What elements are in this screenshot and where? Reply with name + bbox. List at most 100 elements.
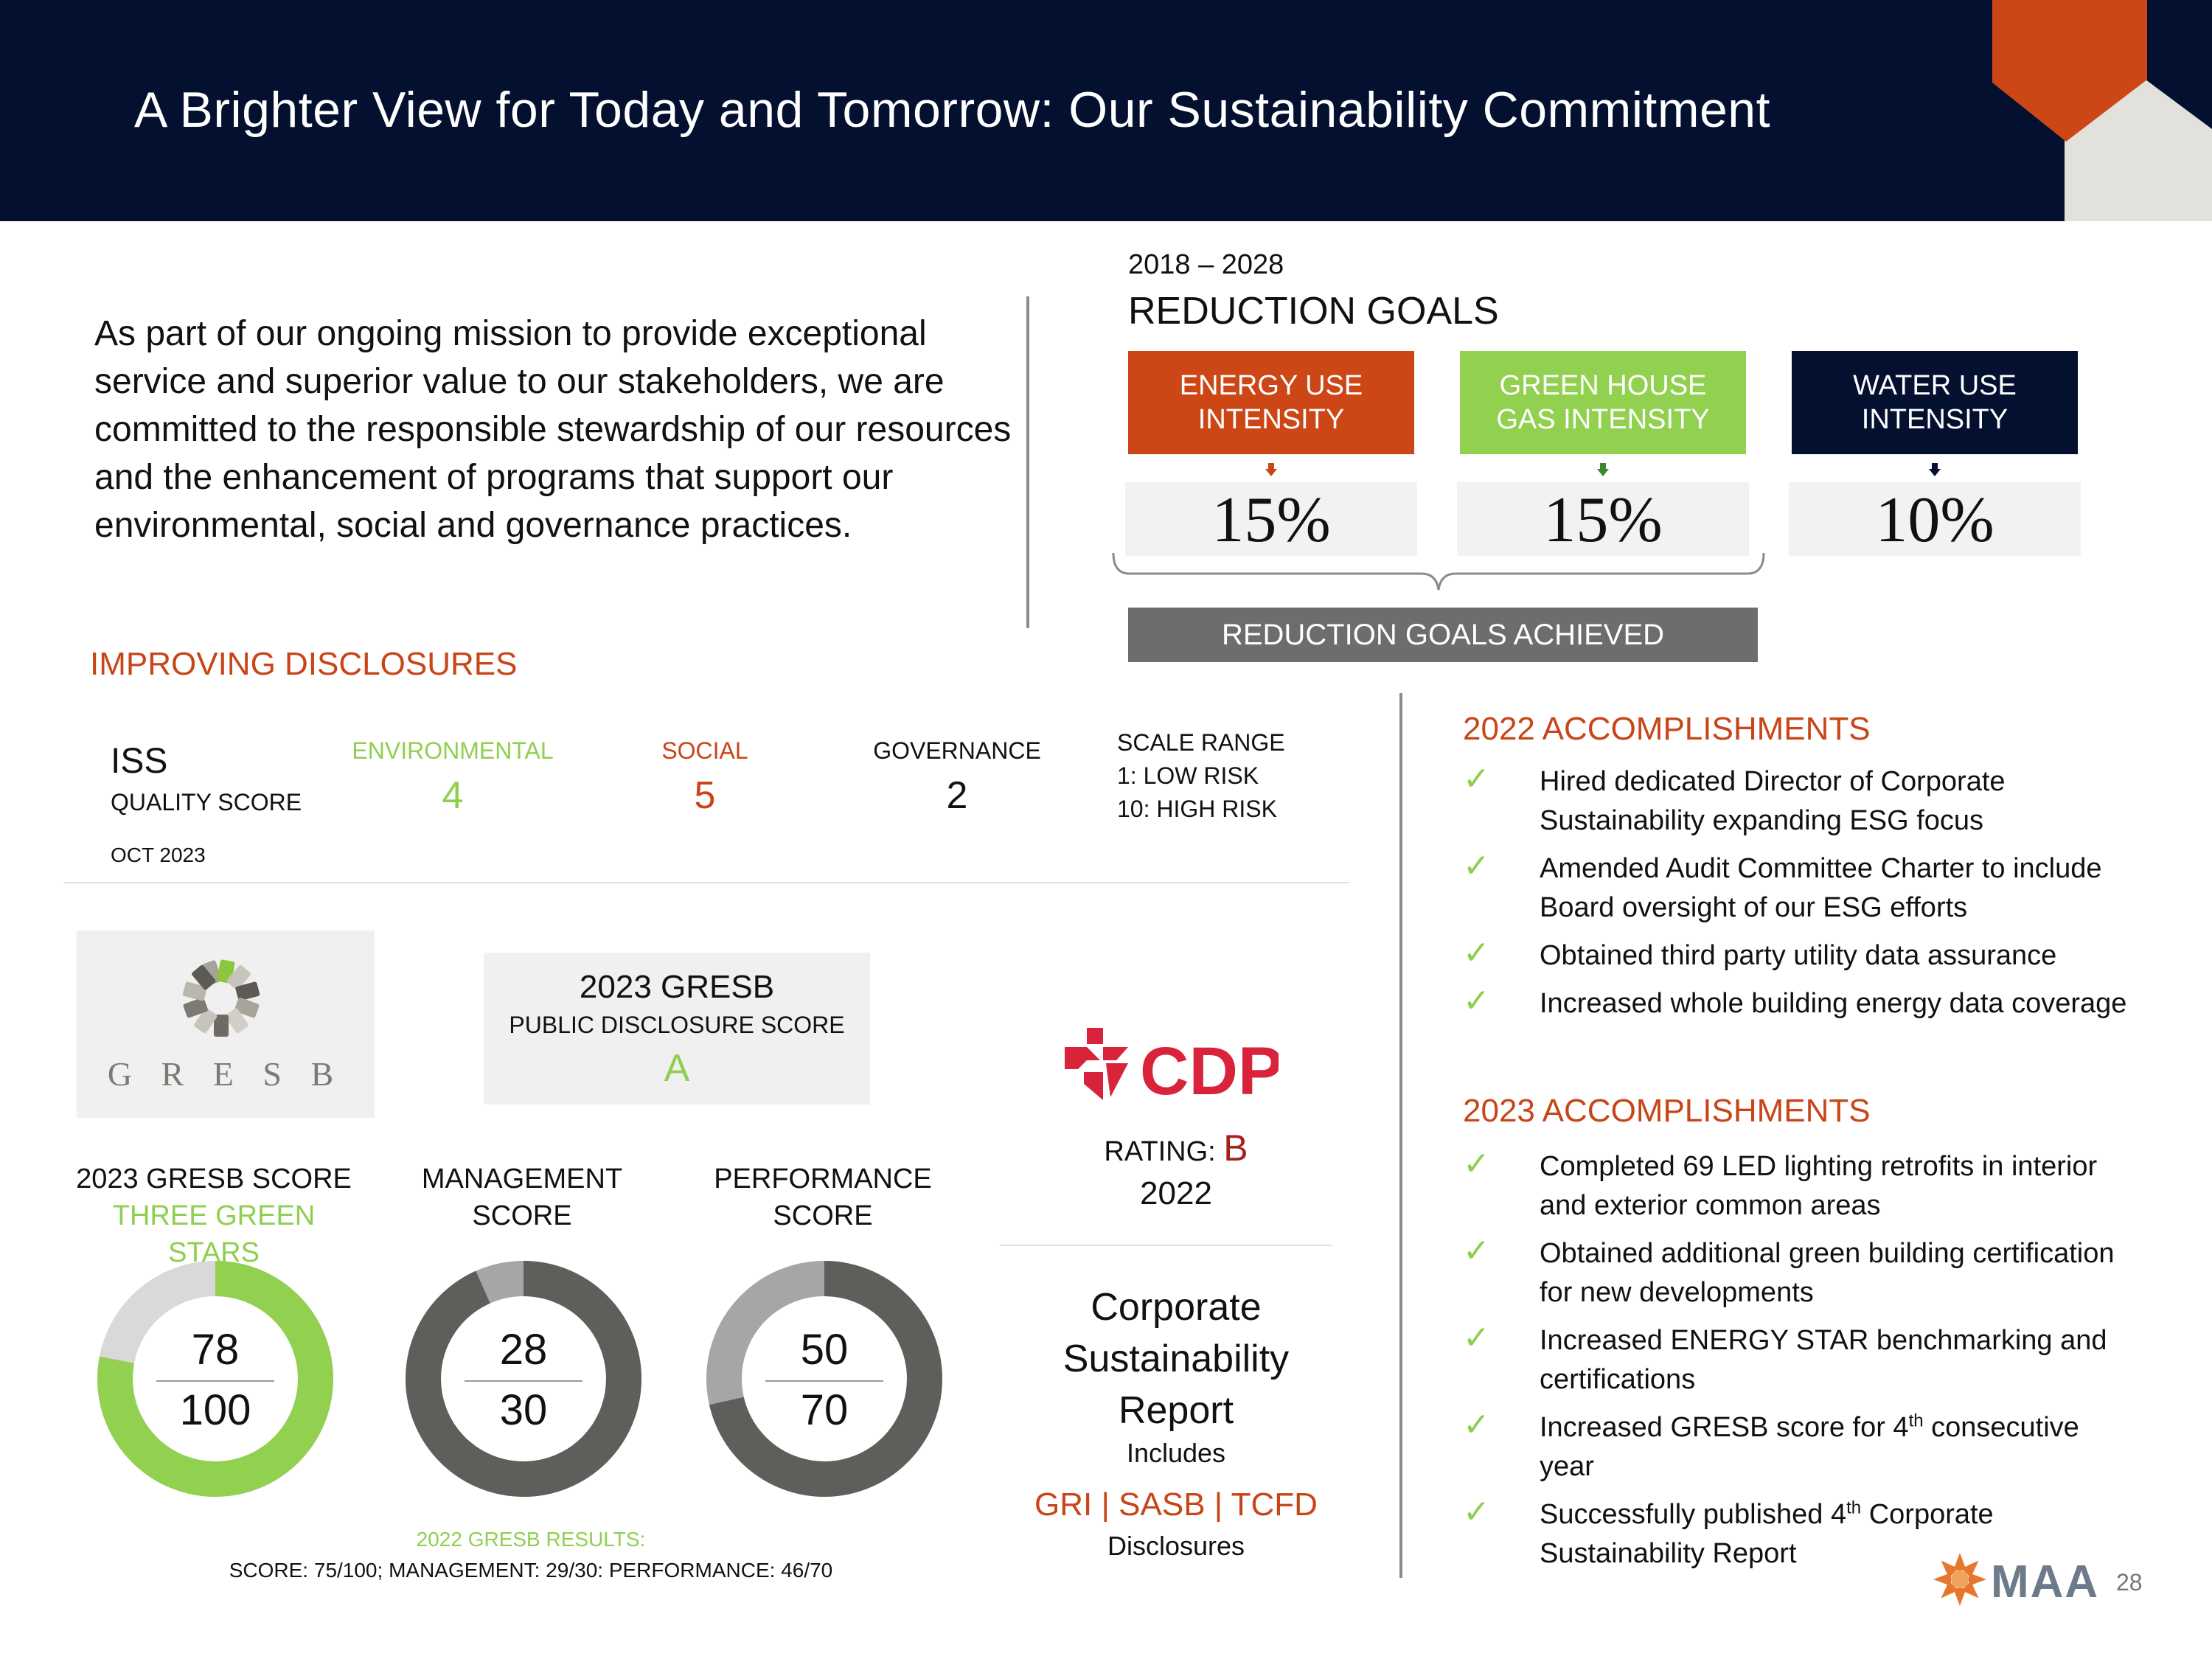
vertical-divider [1399,693,1402,1578]
list-item: ✓ Increased whole building energy data co… [1463,983,2141,1023]
gresb-logo: G R E S B [77,931,375,1118]
goals-achieved-banner: REDUCTION GOALS ACHIEVED [1128,608,1758,662]
performance-score-label: PERFORMANCE SCORE [690,1161,956,1234]
list-item-text: Hired dedicated Director of Corporate Su… [1540,766,2006,836]
checkmark-icon: ✓ [1463,935,1490,971]
csr-frameworks: GRI | SASB | TCFD [1034,1486,1318,1523]
list-item-text: Obtained third party utility data assura… [1540,940,2057,971]
gresb-score-subtitle: THREE GREEN STARS [112,1200,316,1268]
checkmark-icon: ✓ [1463,1407,1490,1443]
list-item-text: Obtained additional green building certi… [1540,1238,2115,1308]
performance-score-donut [706,1261,942,1497]
list-item: ✓ Hired dedicated Director of Corporate S… [1463,761,2141,841]
page-number: 28 [2116,1569,2143,1596]
checkmark-icon: ✓ [1463,1320,1490,1356]
management-score-value: 28 [499,1326,548,1374]
list-item: ✓ Increased GRESB score for 4th consecuti… [1463,1407,2141,1486]
management-score-donut [406,1261,641,1497]
accomplishments-2022-heading: 2022 ACCOMPLISHMENTS [1463,711,1871,747]
page-title: A Brighter View for Today and Tomorrow: … [134,82,1770,138]
checkmark-icon: ✓ [1463,1146,1490,1182]
iss-governance-label: GOVERNANCE [873,737,1041,764]
vertical-divider [1026,296,1029,628]
management-label-line2: SCORE [472,1200,572,1231]
iss-environmental: ENVIRONMENTAL 4 [342,737,563,818]
performance-score-rule [765,1380,883,1382]
gresb-ring-icon [182,959,260,1037]
csr-title-line2: Sustainability [1062,1338,1290,1380]
down-arrow-icon [1265,463,1277,476]
disclosures-heading: IMPROVING DISCLOSURES [90,646,518,682]
iss-date: OCT 2023 [111,844,206,866]
accomplishments-2023-heading: 2023 ACCOMPLISHMENTS [1463,1093,1871,1129]
accomplishments-2023-list: ✓ Completed 69 LED lighting retrofits in … [1463,1146,2141,1582]
management-score-label: MANAGEMENT SCORE [389,1161,655,1234]
management-score-max: 30 [499,1386,548,1434]
list-item: ✓ Obtained additional green building cert… [1463,1233,2141,1312]
scale-range: SCALE RANGE 1: LOW RISK 10: HIGH RISK [1117,726,1285,826]
list-item-text: Amended Audit Committee Charter to inclu… [1540,853,2102,923]
cdp-logo-text: CDP [1140,1034,1279,1107]
gresb-score-label: 2023 GRESB SCORE THREE GREEN STARS [66,1161,361,1271]
iss-title: ISS [111,742,168,781]
gresb-score-arc [97,1261,333,1497]
horizontal-rule [63,882,1349,883]
scale-range-title: SCALE RANGE [1117,729,1285,756]
checkmark-icon: ✓ [1463,848,1490,884]
down-arrow-icon [1929,463,1941,476]
gresb-score-max: 100 [179,1386,251,1434]
csr-title-line3: Report [1118,1389,1234,1432]
list-item: ✓ Completed 69 LED lighting retrofits in … [1463,1146,2141,1225]
management-score-rule [465,1380,582,1382]
list-item: ✓ Increased ENERGY STAR benchmarking and … [1463,1320,2141,1399]
ghg-goal-label: GREEN HOUSE GAS INTENSITY [1496,370,1710,435]
list-item: ✓ Obtained third party utility data assur… [1463,935,2141,975]
gresb-score-donut [97,1261,333,1497]
iss-social-value: 5 [694,774,716,817]
down-arrow-icon [1597,463,1609,476]
goal-years: 2018 – 2028 [1128,249,1284,280]
performance-score-max: 70 [800,1386,849,1434]
accomplishments-2022-list: ✓ Hired dedicated Director of Corporate S… [1463,761,2141,1032]
performance-score-arc [706,1261,942,1497]
checkmark-icon: ✓ [1463,983,1490,1019]
list-item-text: Increased whole building energy data cov… [1540,988,2127,1019]
gresb-public-disclosure-box: 2023 GRESB PUBLIC DISCLOSURE SCORE A [484,953,870,1105]
scale-range-high: 10: HIGH RISK [1117,796,1277,822]
checkmark-icon: ✓ [1463,1494,1490,1530]
cdp-rating: RATING: B [988,1127,1364,1169]
iss-social: SOCIAL 5 [594,737,815,818]
gresb-logo-text: G R E S B [107,1055,344,1093]
gresb-score-value: 78 [191,1326,240,1374]
corner-gray-shape [2065,80,2212,221]
performance-label-line1: PERFORMANCE [714,1164,932,1194]
maa-logo-text: MAA [1991,1557,2100,1607]
water-goal-label: WATER USE INTENSITY [1853,370,2017,435]
management-label-line1: MANAGEMENT [421,1164,623,1194]
csr-title: Corporate Sustainability Report [988,1281,1364,1436]
list-item-text: Successfully published 4th Corporate Sus… [1540,1498,1994,1569]
gresb-public-title: 2023 GRESB [579,969,775,1005]
gresb-2022-heading: 2022 GRESB RESULTS: [416,1528,646,1551]
list-item-text: Increased GRESB score for 4th consecutiv… [1540,1411,2079,1482]
gresb-score-title: 2023 GRESB SCORE [76,1164,352,1194]
energy-goal-value: 15% [1125,482,1417,556]
performance-score-value: 50 [800,1326,849,1374]
management-score-arc [406,1261,641,1497]
iss-governance: GOVERNANCE 2 [846,737,1068,818]
scale-range-low: 1: LOW RISK [1117,762,1259,789]
corner-orange-shape [1992,0,2147,142]
checkmark-icon: ✓ [1463,761,1490,797]
cdp-rating-value: B [1223,1127,1248,1169]
csr-includes: Includes [1126,1438,1226,1468]
iss-governance-value: 2 [946,774,968,817]
energy-goal-box: ENERGY USE INTENSITY [1128,351,1414,454]
gresb-2022-results: SCORE: 75/100; MANAGEMENT: 29/30: PERFOR… [229,1559,833,1582]
cdp-rating-label: RATING: [1104,1136,1216,1167]
list-item: ✓ Successfully published 4th Corporate Su… [1463,1494,2141,1573]
water-goal-box: WATER USE INTENSITY [1792,351,2078,454]
gresb-public-value: A [664,1047,690,1090]
water-goal-value: 10% [1789,482,2081,556]
brace-icon [1112,552,1765,591]
intro-paragraph: As part of our ongoing mission to provid… [94,314,1012,545]
